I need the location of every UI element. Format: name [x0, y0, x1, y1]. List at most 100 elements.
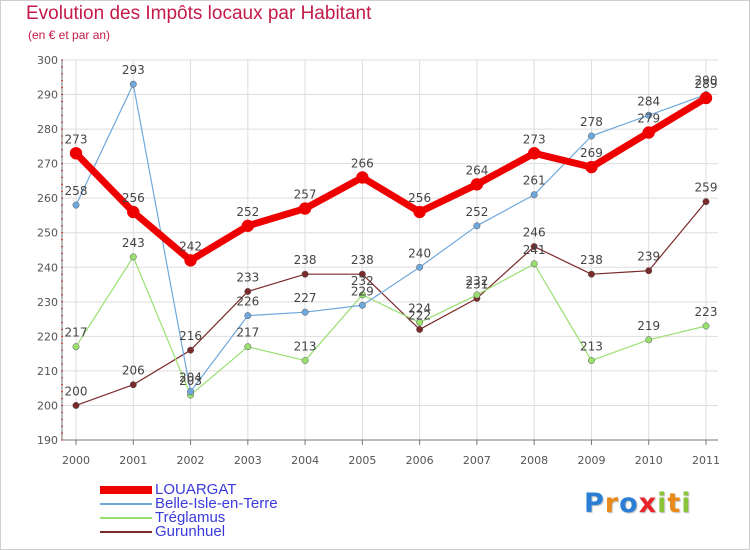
- data-point: [72, 402, 80, 409]
- logo-letter: i: [657, 488, 668, 519]
- y-tick-label: 270: [37, 158, 58, 171]
- data-label: 239: [637, 250, 660, 264]
- data-point: [72, 201, 80, 209]
- x-tick-label: 2007: [463, 454, 491, 467]
- y-tick-label: 200: [37, 399, 58, 412]
- data-label: 232: [465, 274, 488, 288]
- data-label: 203: [179, 374, 202, 388]
- legend-swatch: [100, 531, 152, 533]
- data-label: 266: [351, 156, 374, 170]
- data-point: [244, 343, 252, 351]
- x-tick-label: 2001: [119, 454, 147, 467]
- x-tick-label: 2010: [635, 454, 663, 467]
- data-point: [416, 319, 424, 326]
- data-point: [527, 147, 541, 160]
- x-tick-label: 2004: [291, 454, 319, 467]
- data-point: [241, 219, 255, 233]
- x-tick-label: 2006: [406, 454, 434, 467]
- series-line-3: [75, 201, 707, 407]
- data-label: 261: [523, 174, 546, 188]
- data-label: 284: [637, 94, 660, 108]
- data-point: [702, 198, 710, 206]
- data-point: [301, 270, 309, 278]
- data-label: 226: [236, 295, 259, 309]
- data-point: [530, 243, 538, 250]
- data-point: [473, 291, 481, 299]
- data-point: [69, 147, 83, 160]
- data-label: 278: [580, 115, 603, 129]
- data-point: [301, 357, 309, 364]
- data-point: [358, 301, 366, 309]
- data-label: 293: [122, 63, 145, 77]
- data-label: 273: [523, 132, 546, 146]
- y-tick-label: 240: [37, 261, 58, 274]
- x-tick-label: 2000: [62, 454, 90, 467]
- data-point: [470, 178, 484, 191]
- data-label: 256: [408, 191, 431, 205]
- data-label: 222: [408, 308, 431, 322]
- y-tick-label: 290: [37, 89, 58, 102]
- data-label: 241: [523, 243, 546, 257]
- legend-label: Tréglamus: [155, 509, 226, 526]
- data-label: 213: [294, 340, 317, 354]
- data-label: 289: [695, 77, 718, 91]
- data-label: 233: [236, 270, 259, 284]
- y-tick-label: 220: [37, 330, 58, 343]
- data-point: [473, 222, 481, 230]
- legend-swatch: [100, 517, 152, 519]
- data-point: [356, 171, 369, 184]
- data-point: [588, 132, 595, 140]
- data-label: 200: [65, 384, 88, 398]
- data-point: [184, 254, 197, 267]
- data-label: 273: [65, 132, 88, 146]
- data-point: [416, 326, 424, 333]
- logo-letter: x: [638, 488, 658, 519]
- data-point: [413, 205, 426, 219]
- x-tick-label: 2005: [348, 454, 376, 467]
- logo-letter: i: [681, 488, 692, 519]
- data-point: [129, 381, 137, 389]
- y-tick-label: 230: [37, 296, 58, 309]
- data-label: 238: [351, 253, 374, 267]
- data-point: [530, 191, 538, 199]
- chart-subtitle: (en € et par an): [28, 28, 111, 42]
- x-tick-label: 2009: [577, 454, 605, 467]
- data-label: 224: [408, 302, 431, 316]
- data-point: [588, 270, 595, 278]
- logo-letter: r: [604, 488, 620, 519]
- data-point: [187, 388, 194, 396]
- data-label: 258: [65, 184, 88, 198]
- data-point: [699, 91, 713, 105]
- data-label: 238: [294, 253, 317, 267]
- data-point: [530, 260, 538, 268]
- data-point: [585, 160, 598, 174]
- x-tick-label: 2008: [520, 454, 548, 467]
- data-label: 279: [637, 112, 660, 126]
- legend-item: Belle-Isle-en-Terre: [100, 495, 360, 512]
- legend-label: LOUARGAT: [155, 481, 237, 498]
- data-label: 216: [179, 329, 202, 343]
- y-tick-label: 260: [37, 192, 58, 205]
- data-label: 231: [465, 277, 488, 291]
- data-label: 257: [294, 188, 317, 202]
- data-label: 252: [465, 205, 488, 219]
- legend-item: Gurunhuel: [100, 523, 360, 540]
- y-tick-label: 250: [37, 227, 58, 240]
- data-point: [642, 126, 655, 139]
- x-tick-label: 2011: [692, 454, 720, 467]
- data-label: 252: [236, 205, 259, 219]
- y-tick-label: 300: [37, 54, 58, 67]
- data-label: 229: [351, 284, 374, 298]
- data-label: 269: [580, 146, 603, 160]
- data-point: [645, 267, 653, 275]
- x-tick-label: 2003: [234, 454, 262, 467]
- data-label: 246: [523, 226, 546, 240]
- data-label: 264: [465, 163, 488, 177]
- data-label: 213: [580, 340, 603, 354]
- data-point: [702, 322, 710, 330]
- data-point: [127, 205, 140, 219]
- chart-title: Evolution des Impôts locaux par Habitant: [26, 3, 372, 24]
- data-label: 217: [65, 326, 88, 340]
- data-label: 217: [236, 326, 259, 340]
